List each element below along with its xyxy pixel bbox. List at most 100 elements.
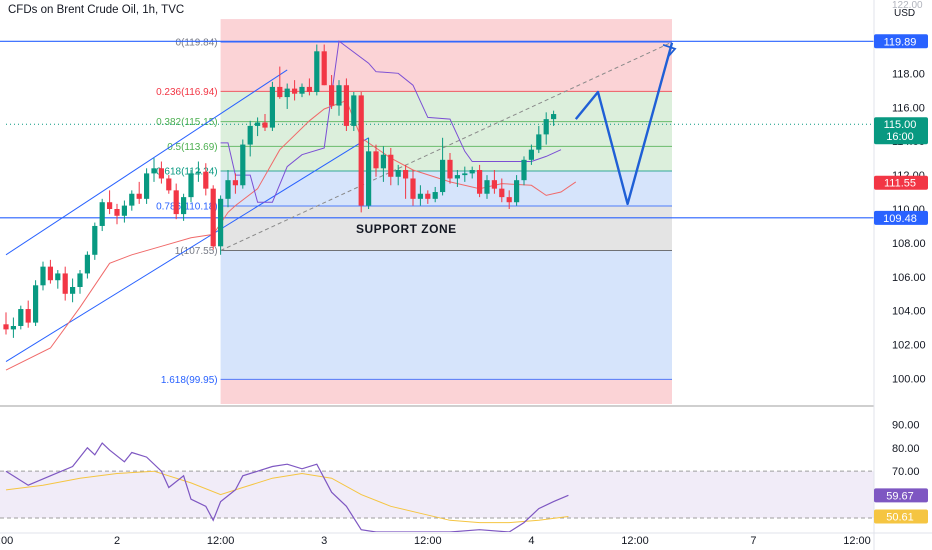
- fib-level-label: 0.236(116.94): [156, 87, 218, 98]
- fib-band: [220, 42, 672, 92]
- candle-body: [403, 170, 409, 179]
- candle-body: [329, 85, 335, 106]
- candle-body: [121, 205, 127, 216]
- rsi-value-tag: 50.61: [886, 512, 914, 524]
- candle-body: [306, 86, 312, 92]
- candle-body: [188, 173, 194, 198]
- candle-body: [314, 51, 320, 92]
- candle-body: [218, 198, 224, 247]
- fib-band: [220, 91, 672, 122]
- rsi-tick-label: 70.00: [892, 466, 920, 478]
- candle-body: [277, 86, 283, 98]
- candle-body: [432, 192, 438, 199]
- fib-level-label: 1(107.55): [175, 246, 218, 257]
- fib-band: [220, 171, 672, 206]
- channel-upper-line: [5, 69, 288, 256]
- rsi-band: [0, 471, 874, 518]
- candle-body: [195, 171, 201, 174]
- candle-body: [484, 180, 490, 194]
- candle-body: [144, 173, 150, 199]
- candle-body: [551, 114, 557, 120]
- fib-level-label: 0.618(112.24): [156, 167, 218, 178]
- candle-body: [388, 154, 394, 177]
- time-tick-label: :00: [0, 535, 13, 547]
- candle-body: [99, 202, 105, 226]
- fib-level-label: 0.786(110.18): [156, 201, 218, 212]
- candle-body: [33, 285, 39, 323]
- candle-body: [107, 202, 113, 209]
- candle-body: [299, 86, 305, 94]
- candle-body: [528, 149, 534, 160]
- candle-body: [181, 197, 187, 215]
- candle-body: [158, 168, 164, 179]
- projection-arrowhead: [662, 43, 677, 58]
- candle-body: [514, 180, 520, 203]
- candle-body: [292, 88, 298, 94]
- kijun-line: [220, 40, 562, 203]
- candle-body: [203, 171, 209, 189]
- candle-body: [491, 180, 497, 189]
- candle-body: [425, 193, 431, 199]
- price-tag: 111.55: [884, 178, 916, 190]
- price-tag-bg: [874, 117, 928, 145]
- candle-body: [247, 125, 253, 145]
- fib-trend-dashed-line: [220, 41, 673, 251]
- level-price-tag-bg: [874, 210, 928, 225]
- time-tick-label: 12:00: [207, 535, 235, 547]
- time-tick-label: 2: [114, 535, 120, 547]
- candle-body: [543, 119, 549, 135]
- rsi-tick-label: 90.00: [892, 419, 920, 431]
- channel-lower-line: [5, 137, 369, 363]
- level-price-tag-bg: [874, 34, 928, 49]
- candle-body: [469, 170, 475, 174]
- candle-body: [225, 180, 231, 199]
- price-tag-bg: [874, 175, 928, 190]
- candle-body: [499, 188, 505, 198]
- candle-body: [40, 266, 46, 286]
- time-tick-label: 12:00: [843, 535, 871, 547]
- rsi-tick-label: 80.00: [892, 443, 920, 455]
- main-pane: 0(119.84) 0.236(116.94) 0.382(115.15) 0.5(1…: [0, 19, 874, 404]
- candle-body: [240, 144, 246, 186]
- rsi-value-tag-bg: [874, 509, 928, 524]
- price-tag: 16:00: [886, 131, 914, 143]
- rsi-ma-line: [5, 470, 569, 524]
- candle-body: [343, 85, 349, 126]
- candle-body: [521, 159, 527, 181]
- price-tick-label: 116.00: [892, 102, 925, 114]
- price-tick-label: 108.00: [892, 238, 926, 250]
- time-tick-label: 12:00: [621, 535, 649, 547]
- candle-body: [210, 188, 216, 247]
- fib-band: [220, 146, 672, 172]
- rsi-line: [5, 442, 569, 532]
- candle-body: [136, 193, 142, 199]
- projection-path: [574, 42, 674, 206]
- level-price-tag: 109.48: [883, 213, 917, 225]
- price-axis-unit: USD: [894, 8, 915, 19]
- candle-body: [166, 178, 172, 191]
- candle-body: [410, 178, 416, 199]
- fib-level-label: 1.618(99.95): [161, 375, 218, 386]
- price-tick-label: 102.00: [892, 340, 926, 352]
- candle-body: [18, 309, 24, 326]
- candle-body: [255, 122, 261, 126]
- fib-level-label: 0.5(113.69): [167, 142, 217, 153]
- fib-band: [220, 379, 672, 404]
- fib-band: [220, 121, 672, 147]
- rsi-value-tag-bg: [874, 488, 928, 503]
- candle-body: [440, 159, 446, 193]
- candle-body: [395, 170, 401, 177]
- fib-band: [220, 19, 672, 43]
- fib-level-label: 0.382(115.15): [156, 117, 218, 128]
- candle-body: [232, 180, 238, 186]
- chart-title: CFDs on Brent Crude Oil, 1h, TVC: [8, 4, 185, 16]
- candle-body: [62, 273, 68, 294]
- candle-body: [351, 95, 357, 126]
- candle-body: [129, 193, 135, 206]
- price-tick-label: 106.00: [892, 272, 926, 284]
- candle-body: [366, 151, 372, 206]
- candle-body: [47, 266, 53, 281]
- level-price-tag: 119.89: [884, 36, 917, 48]
- candle-body: [114, 209, 120, 216]
